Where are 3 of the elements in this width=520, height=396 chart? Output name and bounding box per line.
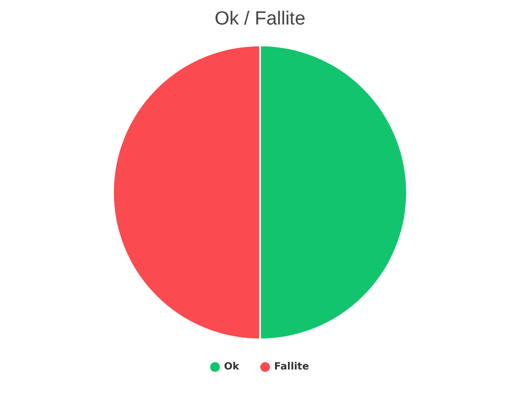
chart-title: Ok / Fallite [214,8,306,30]
legend-label: Fallite [274,362,310,373]
legend-label: Ok [224,362,240,373]
